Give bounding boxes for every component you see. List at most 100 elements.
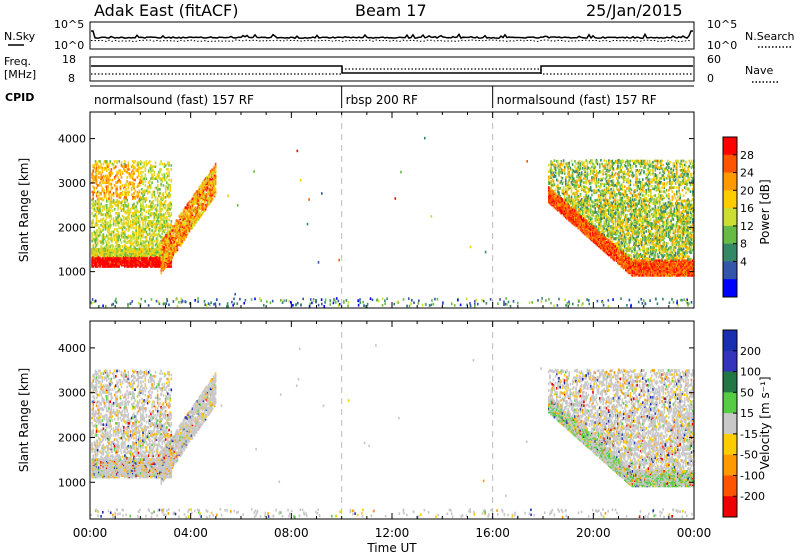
power-cell — [99, 239, 101, 243]
power-cell — [554, 192, 557, 195]
power-cell — [563, 192, 566, 195]
power-cell — [185, 219, 188, 223]
power-cell — [193, 210, 196, 214]
power-cell — [613, 226, 616, 230]
power-cell — [126, 198, 128, 202]
power-cell — [618, 256, 620, 259]
power-cell — [142, 235, 144, 239]
power-cell — [620, 206, 623, 209]
power-cell — [186, 231, 189, 234]
power-cell — [210, 188, 213, 192]
power-cell — [123, 231, 125, 235]
power-cell — [161, 249, 164, 252]
power-cell — [141, 166, 143, 170]
power-cell — [94, 209, 97, 212]
power-cell — [599, 170, 601, 173]
power-cell — [128, 228, 131, 231]
power-cell — [610, 237, 612, 240]
power-cell — [169, 208, 171, 211]
power-cell — [128, 209, 131, 212]
power-cell — [104, 181, 107, 184]
power-cell — [612, 162, 615, 165]
power-cell — [587, 197, 590, 200]
power-cell — [192, 221, 195, 224]
power-cell — [169, 245, 172, 249]
power-cell — [147, 190, 150, 194]
power-cell — [597, 224, 600, 228]
power-cell — [606, 170, 609, 173]
power-cell — [163, 252, 166, 256]
power-cell — [115, 221, 117, 224]
power-cell — [106, 169, 108, 172]
power-cell — [211, 188, 214, 191]
power-cell — [111, 258, 114, 262]
power-cell — [618, 159, 620, 162]
power-cell — [595, 225, 598, 229]
power-cell — [601, 162, 603, 166]
power-cell — [98, 166, 100, 170]
power-cell — [153, 226, 156, 230]
power-cell — [132, 181, 134, 184]
power-cell — [554, 168, 557, 171]
power-cell — [621, 208, 624, 212]
power-cell — [159, 188, 161, 191]
power-cell — [595, 159, 598, 162]
power-cell — [166, 176, 168, 179]
power-cell — [142, 233, 144, 236]
power-cell — [120, 192, 123, 195]
power-cell — [123, 247, 125, 251]
power-cell — [620, 264, 623, 268]
power-cell — [611, 214, 614, 217]
power-cell — [140, 229, 142, 232]
power-cell — [621, 227, 624, 230]
power-cell — [160, 235, 162, 239]
power-cell — [161, 177, 164, 180]
power-cell — [171, 238, 174, 242]
power-cell — [98, 210, 100, 214]
power-cell — [142, 198, 144, 202]
power-cell — [622, 228, 625, 231]
power-cell — [162, 267, 165, 271]
power-cell — [158, 173, 160, 176]
power-cell — [134, 249, 136, 252]
power-cell — [167, 245, 170, 249]
power-cell — [600, 208, 602, 211]
power-cell — [134, 254, 136, 258]
cpid-segment-label: rbsp 200 RF — [346, 93, 418, 107]
power-cell — [592, 162, 594, 166]
power-cell — [200, 205, 203, 209]
power-cell — [138, 220, 141, 223]
power-cell — [593, 170, 595, 173]
power-cell — [130, 170, 133, 174]
power-cell — [548, 178, 550, 181]
power-cell — [106, 174, 108, 178]
power-cell — [568, 205, 570, 209]
power-cell — [189, 200, 192, 203]
power-cell — [601, 178, 603, 182]
power-cell — [553, 163, 556, 166]
power-cell — [602, 214, 604, 217]
power-cell — [591, 165, 593, 169]
power-cell — [154, 161, 157, 164]
power-cell — [167, 174, 169, 178]
power-cell — [554, 188, 557, 191]
power-cell — [567, 196, 569, 200]
nsky-tick-top: 10^5 — [54, 18, 84, 31]
power-cell — [156, 200, 159, 203]
power-cell — [100, 176, 102, 179]
power-cell — [567, 162, 569, 165]
power-cell — [106, 190, 108, 194]
power-cell — [144, 200, 147, 203]
power-cell — [621, 233, 624, 237]
power-cell — [606, 179, 609, 183]
power-cell — [126, 254, 128, 258]
power-cell — [135, 194, 137, 198]
power-cell — [567, 170, 569, 173]
power-cell — [137, 258, 140, 262]
power-cell — [156, 255, 159, 259]
power-cell — [553, 197, 556, 201]
power-cell — [92, 200, 94, 203]
power-cell — [108, 237, 110, 240]
power-cell — [127, 225, 130, 228]
power-cell — [618, 205, 620, 209]
